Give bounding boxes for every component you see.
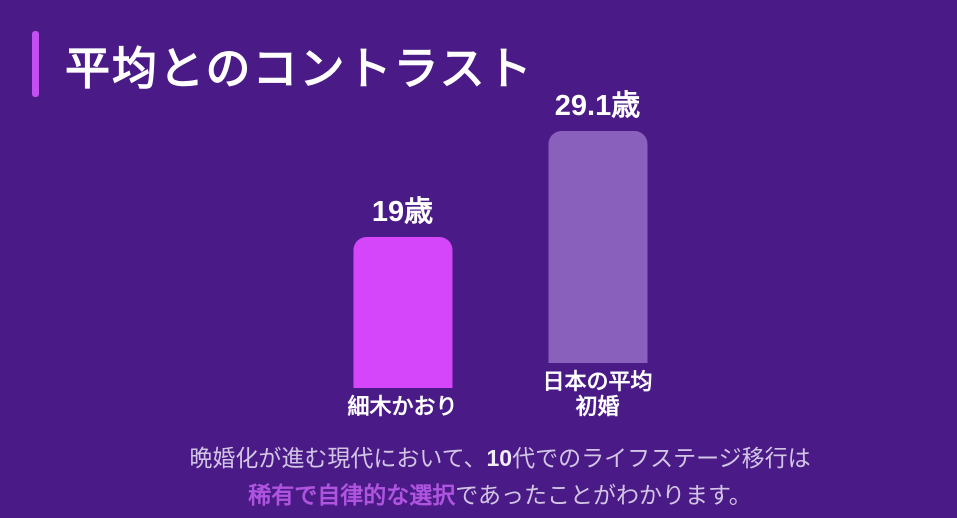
header: 平均とのコントラスト	[32, 31, 534, 97]
bar-chart: 19歳 細木かおり 29.1歳 日本の平均 初婚	[347, 82, 652, 419]
bar-category-label-average-line2: 初婚	[575, 394, 620, 419]
chart-column-subject: 19歳 細木かおり	[347, 188, 457, 419]
caption-line1-number: 10	[486, 445, 513, 471]
bar-value-label-subject: 19歳	[371, 196, 434, 228]
bar-category-label-subject-line1: 細木かおり	[347, 394, 458, 419]
caption-line1-text: 晩婚化が進む現代において、	[189, 445, 487, 471]
bar-category-label-average-line1: 日本の平均	[542, 369, 653, 394]
page-title: 平均とのコントラスト	[65, 42, 534, 94]
chart-column-average: 29.1歳 日本の平均 初婚	[543, 82, 653, 419]
bar-average	[548, 131, 647, 363]
caption-line2-text: であったことがわかります。	[455, 482, 752, 508]
bar-value-label-average: 29.1歳	[554, 90, 641, 122]
caption: 晩婚化が進む現代において、10代でのライフステージ移行は 稀有で自律的な選択であ…	[43, 440, 957, 514]
caption-line1-text-end: 代でのライフステージ移行は	[512, 445, 811, 471]
bar-subject	[352, 237, 452, 388]
caption-line2: 稀有で自律的な選択であったことがわかります。	[43, 477, 957, 514]
bar-category-label-subject: 細木かおり	[347, 394, 457, 419]
caption-line1: 晩婚化が進む現代において、10代でのライフステージ移行は	[43, 440, 957, 477]
caption-highlight-text: 稀有で自律的な選択	[248, 482, 456, 508]
bar-category-label-average: 日本の平均 初婚	[543, 369, 653, 419]
title-accent-bar	[32, 31, 39, 97]
